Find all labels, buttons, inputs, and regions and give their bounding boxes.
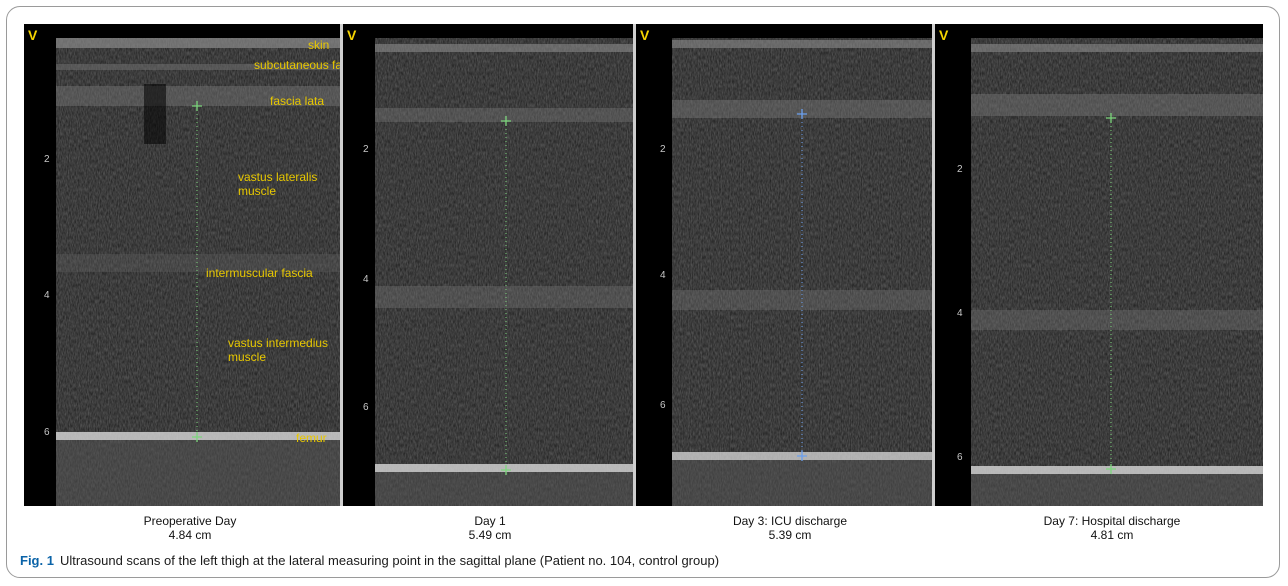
ultrasound-panel-preoperative: V 2 4 6 skin subcutaneous fat fascia lat…	[24, 24, 340, 506]
caption-value: 5.39 cm	[768, 528, 812, 542]
annotation-subcutaneous-fat: subcutaneous fat	[254, 58, 340, 72]
caption-title: Preoperative Day	[143, 514, 237, 528]
annotation-fascia-lata: fascia lata	[270, 94, 325, 108]
caption-value: 5.49 cm	[468, 528, 512, 542]
v-label: V	[28, 27, 38, 43]
caption-title: Day 1	[474, 514, 506, 528]
ultrasound-image-preoperative	[56, 38, 340, 506]
depth-tick: 2	[363, 144, 369, 155]
v-label: V	[640, 27, 650, 43]
panel-caption-day7: Day 7: Hospital discharge 4.81 cm	[962, 514, 1262, 542]
depth-tick: 2	[660, 144, 666, 155]
depth-tick: 4	[44, 290, 50, 301]
ultrasound-image-day1	[375, 38, 633, 506]
annotation-vastus-lateralis: vastus lateralis muscle	[238, 170, 318, 198]
depth-tick: 6	[363, 402, 369, 413]
depth-tick: 4	[660, 270, 666, 281]
depth-tick: 6	[957, 452, 963, 463]
figure-caption: Fig. 1 Ultrasound scans of the left thigh…	[20, 553, 719, 568]
ultrasound-panels: V 2 4 6 skin subcutaneous fat fascia lat…	[24, 24, 1263, 506]
annotation-femur: femur	[296, 431, 327, 445]
figure-label: Fig. 1	[20, 553, 54, 568]
panel-caption-day1: Day 1 5.49 cm	[340, 514, 640, 542]
ultrasound-panel-day7: V 2 4 6	[935, 24, 1263, 506]
panel-divider	[633, 24, 636, 506]
depth-tick: 6	[44, 427, 50, 438]
caption-title: Day 7: Hospital discharge	[1043, 514, 1181, 528]
panel-divider	[932, 24, 935, 506]
caption-value: 4.81 cm	[1090, 528, 1134, 542]
depth-tick: 2	[44, 154, 50, 165]
v-label: V	[347, 27, 357, 43]
annotation-intermuscular-fascia: intermuscular fascia	[206, 266, 313, 280]
ultrasound-image-day3	[672, 38, 932, 506]
ultrasound-panel-day1: V 2 4 6	[343, 24, 633, 506]
panel-caption-preoperative: Preoperative Day 4.84 cm	[40, 514, 340, 542]
depth-tick: 4	[363, 274, 369, 285]
panel-caption-day3: Day 3: ICU discharge 5.39 cm	[640, 514, 940, 542]
annotation-vastus-intermedius: vastus intermedius muscle	[228, 336, 329, 364]
ultrasound-image-day7	[971, 38, 1263, 506]
caption-value: 4.84 cm	[168, 528, 212, 542]
caption-title: Day 3: ICU discharge	[732, 514, 848, 528]
depth-tick: 4	[957, 308, 963, 319]
annotation-skin: skin	[308, 38, 330, 52]
panel-divider	[340, 24, 343, 506]
ultrasound-panel-day3: V 2 4 6	[636, 24, 932, 506]
depth-tick: 2	[957, 164, 963, 175]
depth-tick: 6	[660, 400, 666, 411]
v-label: V	[939, 27, 949, 43]
figure-caption-text: Ultrasound scans of the left thigh at th…	[59, 553, 720, 568]
